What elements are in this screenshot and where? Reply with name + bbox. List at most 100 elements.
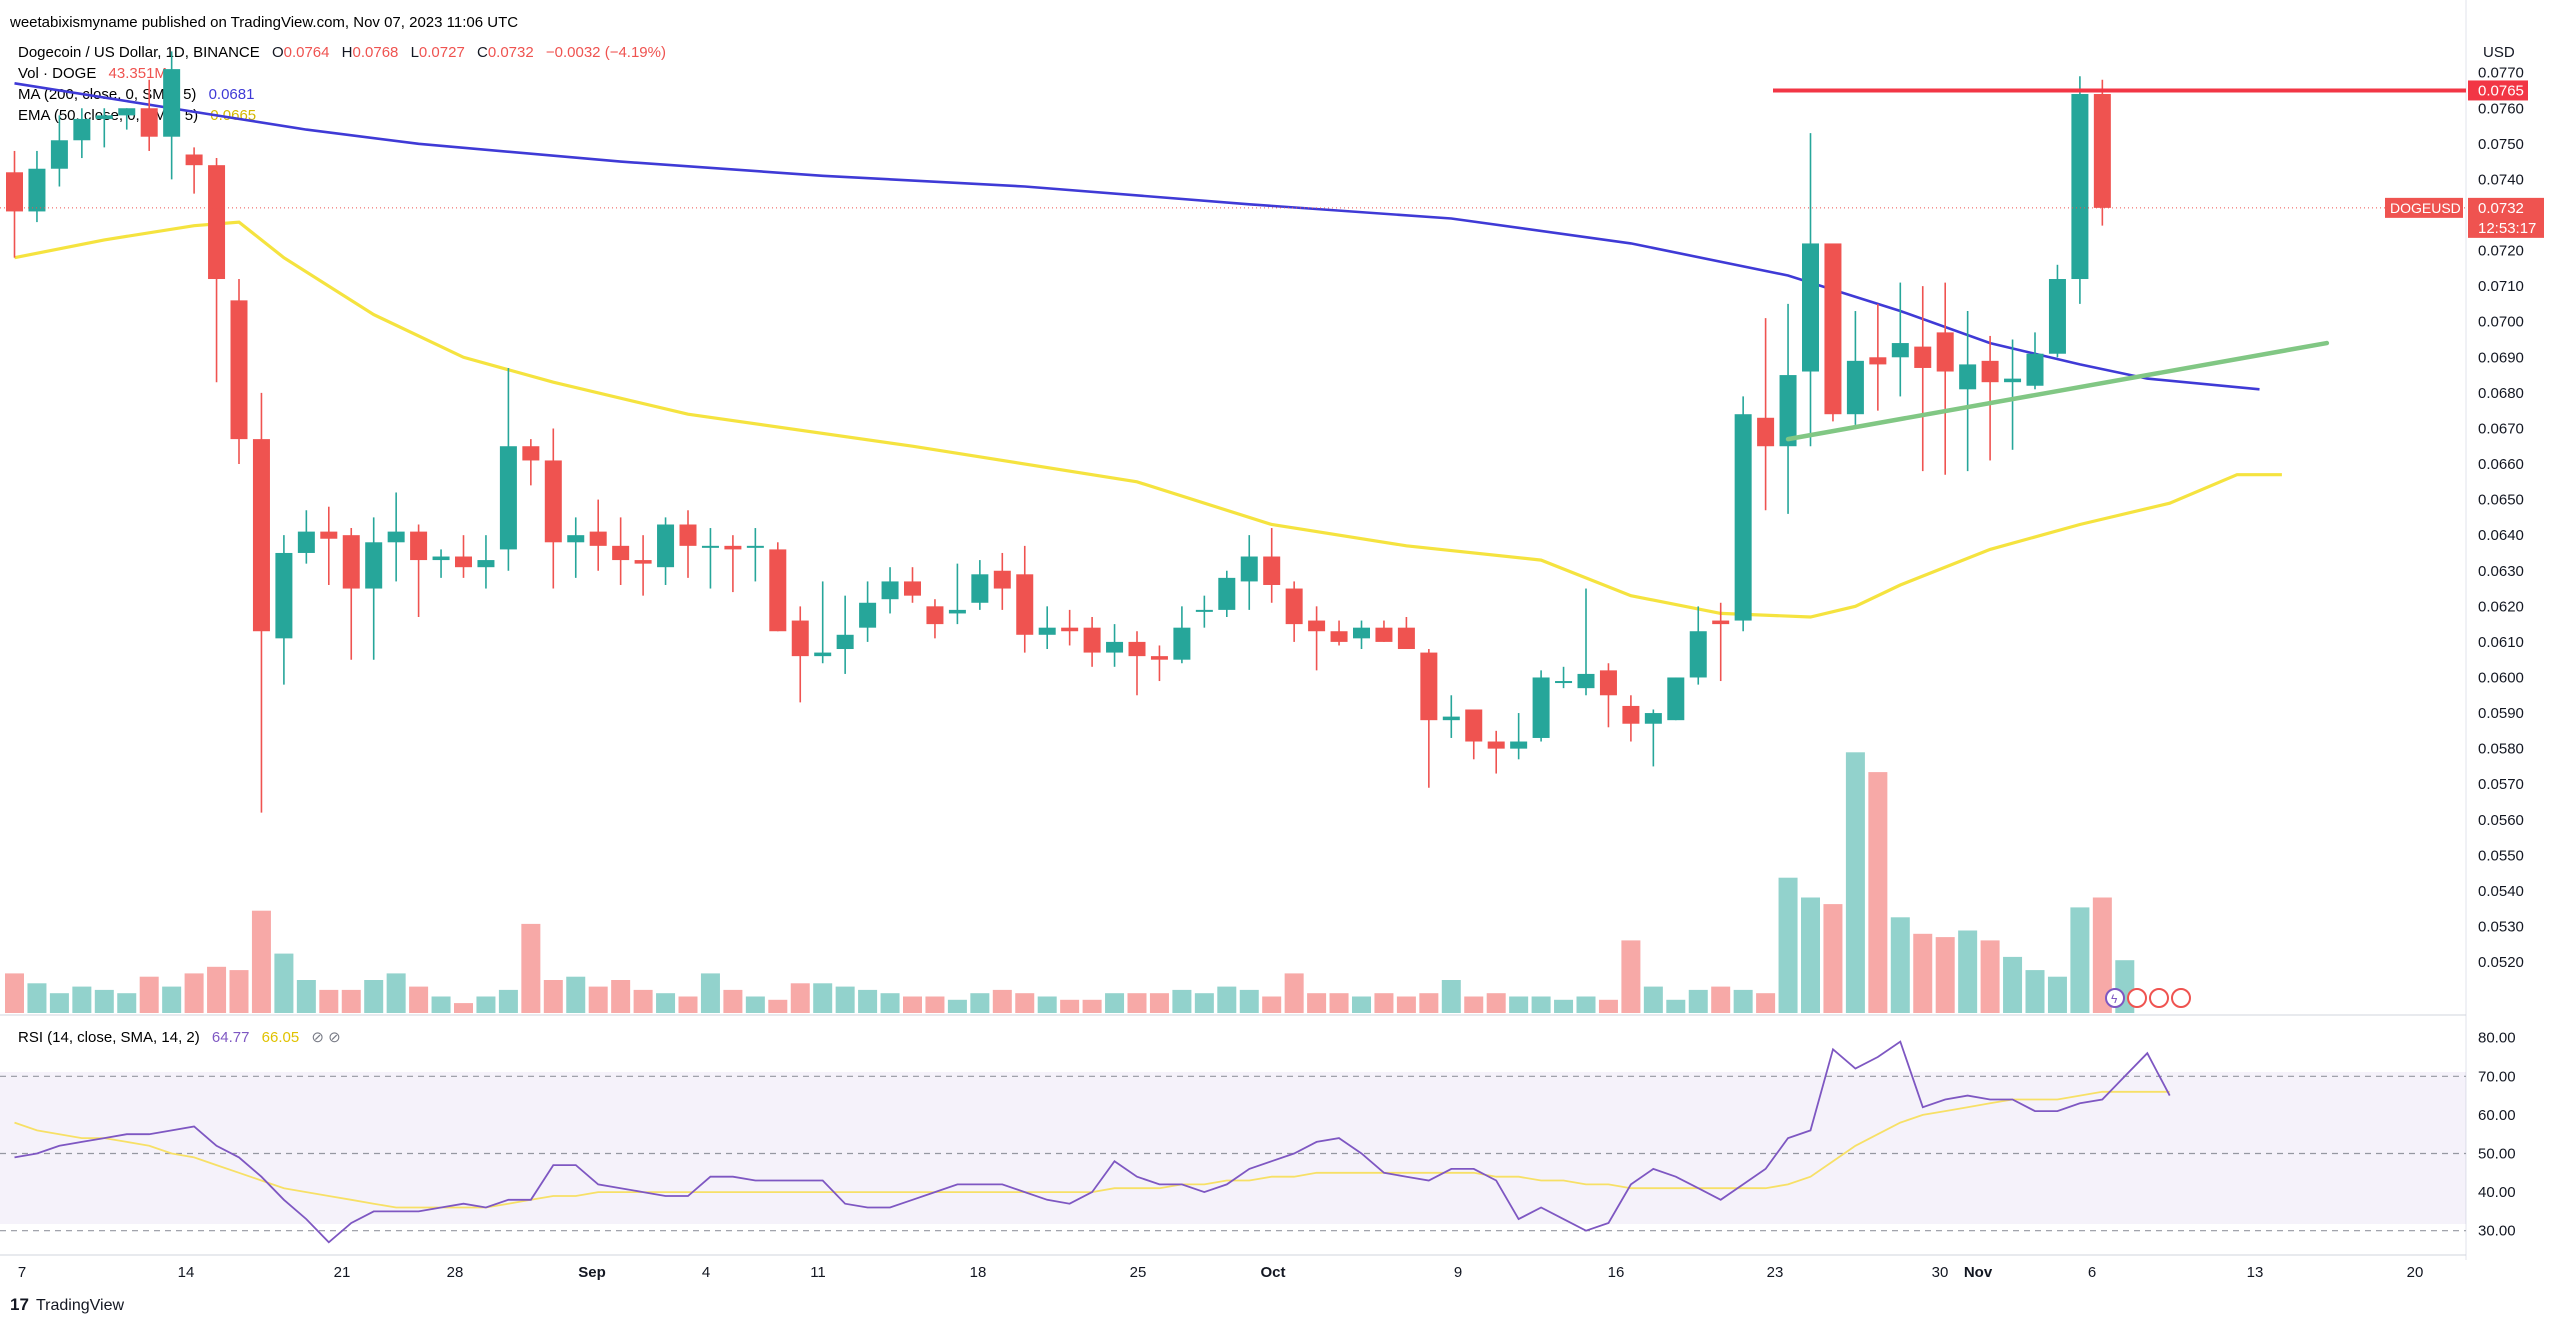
volume-bar [543, 980, 563, 1013]
candle-up [499, 446, 517, 550]
candle-down [993, 570, 1011, 589]
price-tick-label: 0.0550 [2478, 847, 2524, 864]
indicator-lines [14, 82, 2282, 619]
volume-bar [1194, 993, 1214, 1013]
price-tick-label: 0.0720 [2478, 243, 2524, 260]
volume-bar [1554, 999, 1574, 1013]
volume-bar [1868, 772, 1888, 1013]
candle-up [1959, 364, 1977, 390]
volume-bar [1172, 989, 1192, 1013]
rsi-axis: 80.00 70.00 60.00 50.00 40.00 30.00 [2478, 1030, 2516, 1240]
volume-bar [1621, 940, 1641, 1013]
volume-bar [947, 999, 967, 1013]
candle-down [1308, 620, 1326, 632]
time-axis-label: 21 [334, 1264, 351, 1281]
volume-bar [1037, 996, 1057, 1013]
volume-bar [1486, 993, 1506, 1013]
candle-up [971, 574, 989, 603]
volume-bar [1149, 993, 1169, 1013]
candle-up [73, 118, 91, 141]
event-markers[interactable]: ϟ [2105, 988, 2191, 1008]
volume-bar [1913, 933, 1933, 1013]
volume-bar [274, 953, 294, 1013]
volume-bar [72, 986, 92, 1013]
candle-down [791, 620, 809, 657]
candle-up [1802, 243, 1819, 372]
time-axis-label: 30 [1932, 1264, 1949, 1281]
price-tick-label: 0.0680 [2478, 385, 2524, 402]
candle-up [881, 581, 899, 600]
volume-bar [251, 910, 271, 1013]
candle-down [589, 531, 607, 546]
volume-bar [2003, 956, 2023, 1013]
volume-bar [2092, 897, 2112, 1013]
candle-up [50, 140, 68, 169]
candle-up [275, 552, 293, 639]
volume-bar [5, 973, 24, 1013]
candle-up [1173, 627, 1191, 660]
candle-down [1914, 346, 1932, 368]
volume-bar [1239, 989, 1259, 1013]
us-flag-event-icon[interactable] [2149, 988, 2169, 1008]
candle-up [2071, 94, 2089, 280]
time-axis-label: Nov [1964, 1264, 1993, 1281]
price-tick-label: 0.0590 [2478, 705, 2524, 722]
flash-event-icon[interactable] [2105, 988, 2125, 1008]
rsi-tick-label: 50.00 [2478, 1146, 2516, 1163]
rsi-band [0, 1072, 2466, 1224]
time-axis-label: 9 [1454, 1264, 1462, 1281]
volume-bar [162, 986, 182, 1013]
volume-bar [835, 986, 855, 1013]
volume-bar [49, 993, 69, 1013]
volume-bar [431, 996, 451, 1013]
candle-up [859, 602, 877, 628]
candle-up [118, 108, 136, 116]
volume-bar [656, 993, 676, 1013]
candle-down [1824, 243, 1842, 415]
candle-up [814, 652, 832, 657]
countdown-label: 12:53:17 [2478, 220, 2536, 237]
symbol-tag-label: DOGEUSD [2390, 200, 2461, 216]
volume-bar [1127, 993, 1147, 1013]
price-tick-label: 0.0540 [2478, 883, 2524, 900]
volume-bar [207, 966, 227, 1013]
time-axis-label: 28 [447, 1264, 464, 1281]
candle-up [1510, 741, 1528, 749]
candle-down [1757, 417, 1775, 447]
volume-bar [409, 986, 429, 1013]
time-axis-label: 4 [702, 1264, 710, 1281]
symbol-tag [2385, 197, 2463, 218]
candle-down [2093, 94, 2111, 208]
volume-bar [1643, 986, 1663, 1013]
volume-bar [1666, 999, 1686, 1013]
candle-up [477, 560, 495, 568]
legend-volume: Vol · DOGE 43.351M [18, 65, 167, 82]
volume-bar [566, 976, 586, 1013]
candle-up [1218, 577, 1236, 610]
price-tick-label: 0.0740 [2478, 171, 2524, 188]
candle-down [1150, 656, 1168, 660]
volume-bar [1576, 996, 1596, 1013]
price-tick-label: 0.0750 [2478, 136, 2524, 153]
flash-icon-glyph: ϟ [2111, 992, 2118, 1006]
us-flag-event-icon[interactable] [2171, 988, 2191, 1008]
volume-bar [319, 989, 339, 1013]
candle-up [1689, 631, 1707, 678]
time-axis-label: 6 [2088, 1264, 2096, 1281]
candle-up [1240, 556, 1258, 582]
resistance-price-label: 0.0765 [2478, 82, 2524, 99]
volume-bar [454, 1003, 473, 1013]
volume-bar [723, 989, 743, 1013]
volume-bar [1464, 996, 1484, 1013]
price-tick-label: 0.0620 [2478, 598, 2524, 615]
last-price-tag [2468, 197, 2544, 238]
us-flag-event-icon[interactable] [2127, 988, 2147, 1008]
frame [0, 0, 2467, 1260]
volume-bar [1082, 999, 1102, 1013]
candle-up [1667, 677, 1685, 721]
time-axis-label: Oct [1260, 1264, 1285, 1281]
candle-down [410, 531, 428, 561]
rsi-pane [0, 1040, 2466, 1244]
volume-bar [1015, 993, 1035, 1013]
